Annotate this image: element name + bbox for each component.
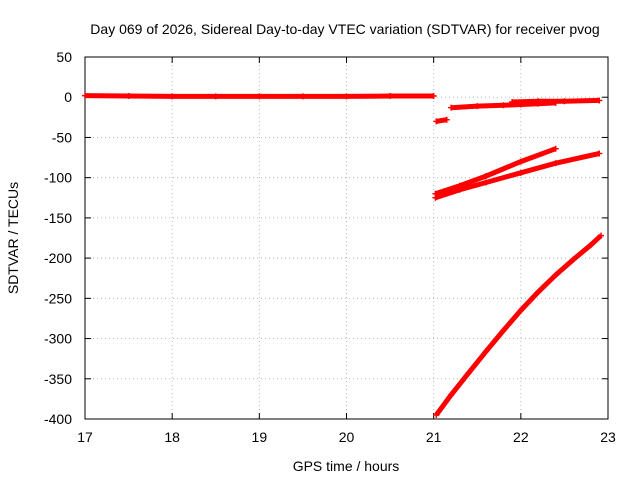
series-7 xyxy=(433,232,605,418)
series-4 xyxy=(509,97,603,106)
y-tick-label: 0 xyxy=(64,89,72,105)
data-point xyxy=(596,150,603,157)
x-axis-label: GPS time / hours xyxy=(293,458,400,474)
data-point xyxy=(343,93,350,100)
series-trace xyxy=(434,233,603,417)
y-tick-label: -100 xyxy=(44,170,72,186)
data-point xyxy=(535,98,542,105)
data-point xyxy=(432,194,439,201)
data-point xyxy=(517,307,524,314)
data-point xyxy=(82,92,88,99)
data-point xyxy=(125,93,132,100)
data-point xyxy=(448,104,455,111)
data-point xyxy=(433,411,440,418)
data-point xyxy=(465,370,472,377)
data-point xyxy=(552,145,559,152)
data-point xyxy=(443,116,450,123)
data-point xyxy=(474,103,481,110)
data-point xyxy=(169,93,176,100)
y-tick-label: -400 xyxy=(44,411,72,427)
y-axis-label: SDTVAR / TECUs xyxy=(5,182,21,294)
axis-ticks: 17 18 19 20 21 22 23 50 0 -50 -100 -150 -200 -250 -300… xyxy=(44,49,616,445)
series-trace xyxy=(512,97,600,105)
data-series xyxy=(82,92,605,418)
series-2 xyxy=(433,116,450,125)
data-point xyxy=(517,169,524,176)
y-tick-label: -250 xyxy=(44,290,72,306)
series-1 xyxy=(82,92,437,100)
data-point xyxy=(500,102,507,109)
data-point xyxy=(587,242,594,249)
data-point xyxy=(570,256,577,263)
y-tick-label: 50 xyxy=(56,49,72,65)
series-trace xyxy=(434,146,557,197)
data-point xyxy=(596,97,603,104)
data-point xyxy=(482,179,489,186)
x-tick-label: 21 xyxy=(426,429,442,445)
data-point xyxy=(535,288,542,295)
y-tick-label: -200 xyxy=(44,250,72,266)
data-point xyxy=(552,272,559,279)
chart-title: Day 069 of 2026, Sidereal Day-to-day VTE… xyxy=(90,21,599,37)
y-tick-label: -50 xyxy=(52,129,72,145)
grid xyxy=(85,57,608,419)
data-point xyxy=(598,232,605,239)
data-point xyxy=(433,118,440,125)
data-point xyxy=(482,348,489,355)
data-point xyxy=(509,99,516,106)
data-point xyxy=(430,93,437,100)
data-point xyxy=(500,327,507,334)
x-tick-label: 23 xyxy=(600,429,616,445)
data-point xyxy=(299,93,306,100)
x-tick-label: 22 xyxy=(513,429,529,445)
data-point xyxy=(387,93,394,100)
data-point xyxy=(482,173,489,180)
x-tick-label: 18 xyxy=(164,429,180,445)
x-tick-label: 17 xyxy=(77,429,93,445)
data-point xyxy=(456,186,463,193)
data-point xyxy=(517,158,524,165)
y-tick-label: -300 xyxy=(44,331,72,347)
data-point xyxy=(256,93,263,100)
data-point xyxy=(448,391,455,398)
series-6 xyxy=(432,150,603,201)
x-tick-label: 19 xyxy=(252,429,268,445)
data-point xyxy=(552,160,559,167)
data-point xyxy=(561,98,568,105)
y-tick-label: -150 xyxy=(44,210,72,226)
series-5 xyxy=(432,145,559,197)
series-trace xyxy=(434,151,600,201)
x-tick-label: 20 xyxy=(339,429,355,445)
y-tick-label: -350 xyxy=(44,371,72,387)
data-point xyxy=(212,93,219,100)
